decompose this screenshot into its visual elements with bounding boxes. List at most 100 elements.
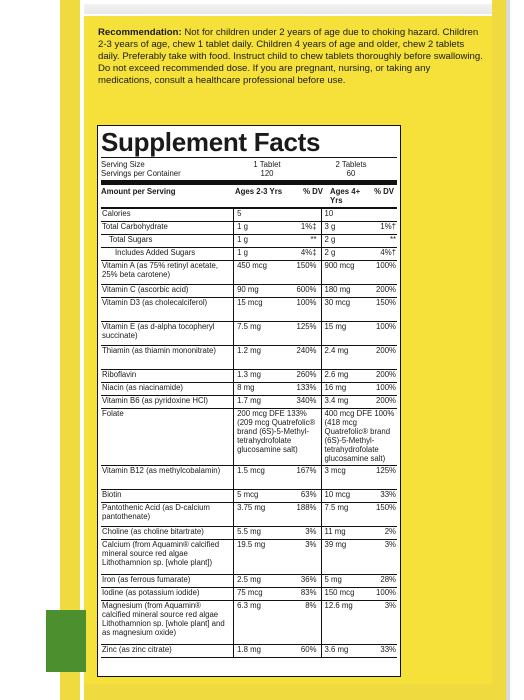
dv-ages-4-plus: 100% — [376, 588, 396, 597]
amount-ages-4-plus: 180 mg — [324, 285, 351, 294]
amount-ages-4-plus: 2.4 mg — [324, 346, 349, 355]
table-row: Iron (as ferrous fumarate) 2.5 mg 36% 5 mg 2… — [101, 575, 397, 588]
amount-ages-2-3: 8 mg — [237, 383, 255, 392]
thick-divider — [101, 180, 397, 185]
dv-ages-2-3: 125% — [289, 322, 322, 345]
dv-ages-4-plus: 100% — [376, 383, 396, 392]
dv-ages-2-3: 188% — [289, 503, 322, 526]
dv-ages-2-3: 260% — [289, 370, 322, 382]
nutrient-name: Niacin (as niacinamide) — [101, 383, 235, 395]
folate-row: Folate 200 mcg DFE 133% (209 mcg Quatref… — [101, 409, 397, 466]
table-row: Vitamin B12 (as methylcobalamin) 1.5 mcg 1… — [101, 466, 397, 490]
dv-ages-2-3: 60% — [289, 645, 322, 657]
amount-ages-4-plus: 150 mcg — [324, 588, 355, 597]
nutrient-name: Vitamin B6 (as pyridoxine HCl) — [101, 396, 235, 408]
dv-ages-2-3: 167% — [289, 466, 322, 489]
dv-ages-2-3: 8% — [289, 601, 322, 644]
amount-ages-2-3: 450 mcg — [237, 261, 267, 270]
nutrient-name: Biotin — [101, 490, 235, 502]
folate-amount-1: 200 mcg DFE 133% (209 mcg Quatrefolic® b… — [234, 409, 322, 465]
dv-ages-2-3 — [289, 209, 322, 221]
amount-ages-4-plus: 11 mg — [324, 527, 346, 536]
table-row: Zinc (as zinc citrate) 1.8 mg 60% 3.6 mg 33% — [101, 645, 397, 658]
nutrient-rows-2: Vitamin B12 (as methylcobalamin) 1.5 mcg 1… — [101, 466, 397, 658]
dv-ages-4-plus: 200% — [376, 346, 396, 355]
serving-size-1: 1 Tablet — [253, 160, 281, 169]
dv-ages-4-plus: ** — [389, 235, 397, 244]
dv-ages-4-plus: 3% — [384, 601, 396, 610]
amount-ages-2-3: 1.5 mcg — [237, 466, 265, 475]
dv-ages-2-3: 133% — [289, 383, 322, 395]
amount-ages-4-plus: 5 mg — [324, 575, 342, 584]
amount-ages-4-plus: 12.6 mg — [324, 601, 353, 610]
amount-ages-2-3: 5 — [237, 209, 242, 218]
amount-ages-4-plus: 3 g — [324, 222, 336, 231]
dv-ages-2-3: 1%‡ — [289, 222, 322, 234]
amount-ages-2-3: 2.5 mg — [237, 575, 261, 584]
dv-ages-4-plus: 150% — [376, 298, 396, 307]
ages-2-3-header: Ages 2-3 Yrs — [235, 187, 283, 196]
dv-ages-2-3: 600% — [289, 285, 322, 297]
nutrient-name: Vitamin D3 (as cholecalciferol) — [101, 298, 235, 321]
dv-ages-2-3: 240% — [289, 346, 322, 369]
dv-ages-4-plus: 4%† — [380, 248, 396, 257]
ages-4-plus-header: Ages 4+ Yrs — [330, 187, 361, 205]
amount-ages-2-3: 5.5 mg — [237, 527, 261, 536]
serving-size-label: Serving Size — [101, 160, 145, 169]
amount-ages-2-3: 90 mg — [237, 285, 259, 294]
nutrient-name: Choline (as choline bitartrate) — [101, 527, 235, 539]
nutrient-name: Total Sugars — [101, 235, 235, 247]
dv-ages-2-3: 4%‡ — [289, 248, 322, 260]
dv-ages-4-plus: 125% — [376, 466, 396, 475]
dv1-header: % DV — [303, 187, 323, 196]
supplement-facts-panel: Supplement Facts Serving Size 1 Tablet 2… — [97, 125, 401, 677]
amount-ages-4-plus: 39 mg — [324, 540, 347, 549]
nutrient-name: Calcium (from Aquamin® calcified mineral… — [101, 540, 235, 574]
amount-ages-2-3: 15 mcg — [237, 298, 263, 307]
servings-label: Servings per Container — [101, 169, 181, 178]
dv-ages-2-3: 3% — [289, 540, 322, 574]
nutrient-name: Folate — [101, 409, 235, 465]
amount-ages-2-3: 1 g — [237, 248, 248, 257]
amount-ages-4-plus: 900 mcg — [324, 261, 355, 270]
nutrient-name: Vitamin C (ascorbic acid) — [101, 285, 235, 297]
amount-ages-2-3: 3.75 mg — [237, 503, 266, 512]
amount-ages-2-3: 5 mcg — [237, 490, 259, 499]
table-row: Riboflavin 1.3 mg 260% 2.6 mg 200% — [101, 370, 397, 383]
dv-ages-4-plus: 100% — [376, 322, 396, 331]
green-label-band — [46, 610, 86, 672]
table-row: Total Sugars 1 g ** 2 g ** — [101, 235, 397, 248]
amount-ages-2-3: 6.3 mg — [237, 601, 261, 610]
table-row: Iodine (as potassium iodide) 75 mcg 83% 150… — [101, 588, 397, 601]
dv-ages-2-3: 340% — [289, 396, 322, 408]
amount-ages-4-plus: 3.6 mg — [324, 645, 349, 654]
dv-ages-4-plus: 200% — [376, 396, 396, 405]
recommendation-body: Not for children under 2 years of age du… — [98, 27, 483, 87]
nutrient-name: Thiamin (as thiamin mononitrate) — [101, 346, 235, 369]
nutrient-name: Magnesium (from Aquamin® calcified miner… — [101, 601, 235, 644]
nutrient-name: Iron (as ferrous fumarate) — [101, 575, 235, 587]
box-bottom-edge — [84, 684, 492, 700]
dv-ages-4-plus — [363, 209, 397, 221]
table-row: Choline (as choline bitartrate) 5.5 mg 3% 1… — [101, 527, 397, 540]
facts-header-row: Amount per Serving Ages 2-3 Yrs % DV Age… — [101, 185, 397, 209]
table-row: Calcium (from Aquamin® calcified mineral… — [101, 540, 397, 575]
table-row: Total Carbohydrate 1 g 1%‡ 3 g 1%† — [101, 222, 397, 235]
table-row: Biotin 5 mcg 63% 10 mcg 33% — [101, 490, 397, 503]
dv-ages-2-3: 150% — [289, 261, 322, 284]
table-row: Niacin (as niacinamide) 8 mg 133% 16 mg 100% — [101, 383, 397, 396]
box-right-side — [492, 0, 524, 700]
table-row: Vitamin B6 (as pyridoxine HCl) 1.7 mg 340%… — [101, 396, 397, 409]
table-row: Vitamin A (as 75% retinyl acetate, 25% b… — [101, 261, 397, 285]
facts-title: Supplement Facts — [101, 126, 397, 158]
dv-ages-2-3: 63% — [289, 490, 322, 502]
table-row: Magnesium (from Aquamin® calcified miner… — [101, 601, 397, 645]
nutrient-name: Riboflavin — [101, 370, 235, 382]
nutrient-rows: Calories 5 10 Total Carbohydrate 1 g 1%‡ 3 g 1%… — [101, 209, 397, 409]
table-row: Pantothenic Acid (as D-calcium pantothen… — [101, 503, 397, 527]
nutrient-name: Vitamin B12 (as methylcobalamin) — [101, 466, 235, 489]
table-row: Includes Added Sugars 1 g 4%‡ 2 g 4%† — [101, 248, 397, 261]
dv-ages-4-plus: 2% — [384, 527, 396, 536]
nutrient-name: Vitamin E (as d-alpha tocopheryl succina… — [101, 322, 235, 345]
amount-ages-2-3: 7.5 mg — [237, 322, 261, 331]
